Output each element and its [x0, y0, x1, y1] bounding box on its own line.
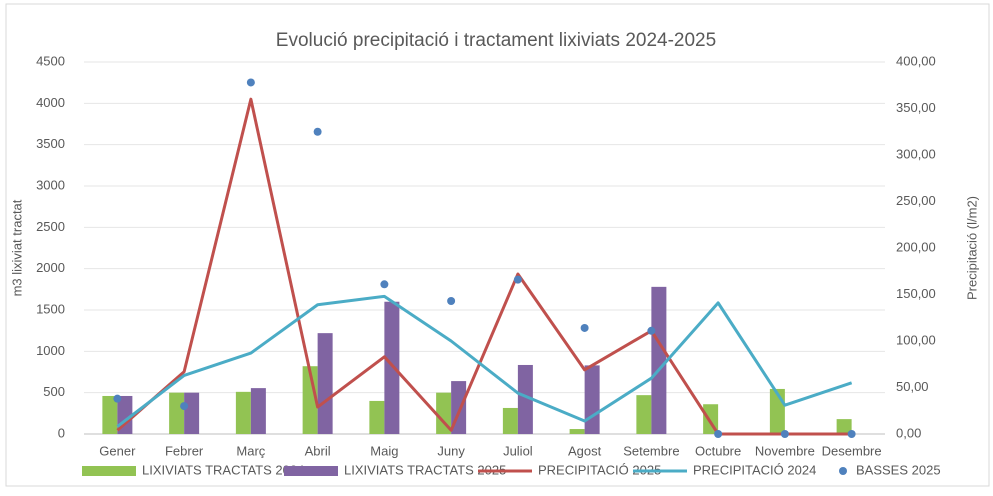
- y-tick-label: 500: [43, 384, 65, 399]
- legend-label: PRECIPITACIÓ 2025: [538, 462, 661, 477]
- y-tick-label: 4000: [36, 95, 65, 110]
- y2-tick-label: 0,00: [896, 425, 921, 440]
- chart-title: Evolució precipitació i tractament lixiv…: [276, 30, 716, 51]
- x-tick-label: Setembre: [623, 443, 679, 458]
- bar: [836, 419, 852, 434]
- y2-tick-label: 100,00: [896, 332, 936, 347]
- dot: [380, 280, 389, 289]
- line: [116, 294, 853, 428]
- y-tick-label: 0: [58, 425, 65, 440]
- bar: [184, 392, 200, 434]
- legend-label: LIXIVIATS TRACTATS 2024: [142, 462, 304, 477]
- dot: [313, 127, 322, 136]
- bar: [102, 395, 118, 434]
- x-tick-label: Maig: [370, 443, 398, 458]
- bar: [235, 391, 251, 434]
- y-tick-label: 1000: [36, 343, 65, 358]
- y2-tick-label: 250,00: [896, 193, 936, 208]
- legend-label: LIXIVIATS TRACTATS 2025: [344, 462, 506, 477]
- bar: [517, 364, 533, 434]
- x-tick-label: Juliol: [503, 443, 533, 458]
- x-tick-label: Febrer: [165, 443, 204, 458]
- y-axis-title: m3 lixiviat tractat: [9, 199, 24, 296]
- x-tick-label: Gener: [99, 443, 136, 458]
- bar: [636, 395, 652, 434]
- legend-swatch: [284, 466, 338, 476]
- x-tick-label: Desembre: [822, 443, 882, 458]
- y-tick-label: 1500: [36, 301, 65, 316]
- y-tick-label: 2500: [36, 219, 65, 234]
- bar: [502, 407, 518, 434]
- dot: [113, 394, 122, 403]
- x-tick-label: Novembre: [755, 443, 815, 458]
- y-tick-label: 2000: [36, 260, 65, 275]
- y-tick-label: 3500: [36, 136, 65, 151]
- bar: [169, 392, 185, 434]
- bar: [384, 301, 400, 434]
- x-tick-label: Octubre: [695, 443, 741, 458]
- dot: [647, 326, 656, 335]
- dot: [780, 430, 789, 438]
- y2-tick-label: 150,00: [896, 286, 936, 301]
- chart-frame: [5, 3, 990, 487]
- dot: [714, 430, 723, 438]
- bar: [369, 400, 385, 434]
- bar: [436, 392, 452, 434]
- y2-tick-label: 200,00: [896, 239, 936, 254]
- y2-tick-label: 50,00: [896, 379, 929, 394]
- y2-axis-title: Precipitació (l/m2): [964, 196, 979, 300]
- dot: [246, 78, 255, 87]
- bar: [317, 333, 333, 434]
- legend-swatch: [82, 466, 136, 476]
- y2-tick-label: 350,00: [896, 100, 936, 115]
- dot: [447, 297, 456, 306]
- y-tick-label: 3000: [36, 177, 65, 192]
- x-tick-label: Juny: [437, 443, 465, 458]
- dot: [847, 430, 856, 438]
- dot: [180, 402, 189, 411]
- bar: [250, 388, 266, 434]
- bar: [651, 286, 667, 434]
- y2-tick-label: 300,00: [896, 146, 936, 161]
- line: [116, 97, 852, 436]
- legend-label: PRECIPITACIÓ 2024: [693, 462, 816, 477]
- legend-label: BASSES 2025: [856, 462, 941, 477]
- x-tick-label: Març: [236, 443, 265, 458]
- y-tick-label: 4500: [36, 53, 65, 68]
- dot: [580, 323, 589, 332]
- dot: [513, 275, 522, 284]
- bar: [584, 365, 600, 434]
- legend-swatch: [839, 467, 847, 475]
- bar: [569, 429, 585, 434]
- y2-tick-label: 400,00: [896, 53, 936, 68]
- x-tick-label: Agost: [568, 443, 602, 458]
- x-tick-label: Abril: [305, 443, 331, 458]
